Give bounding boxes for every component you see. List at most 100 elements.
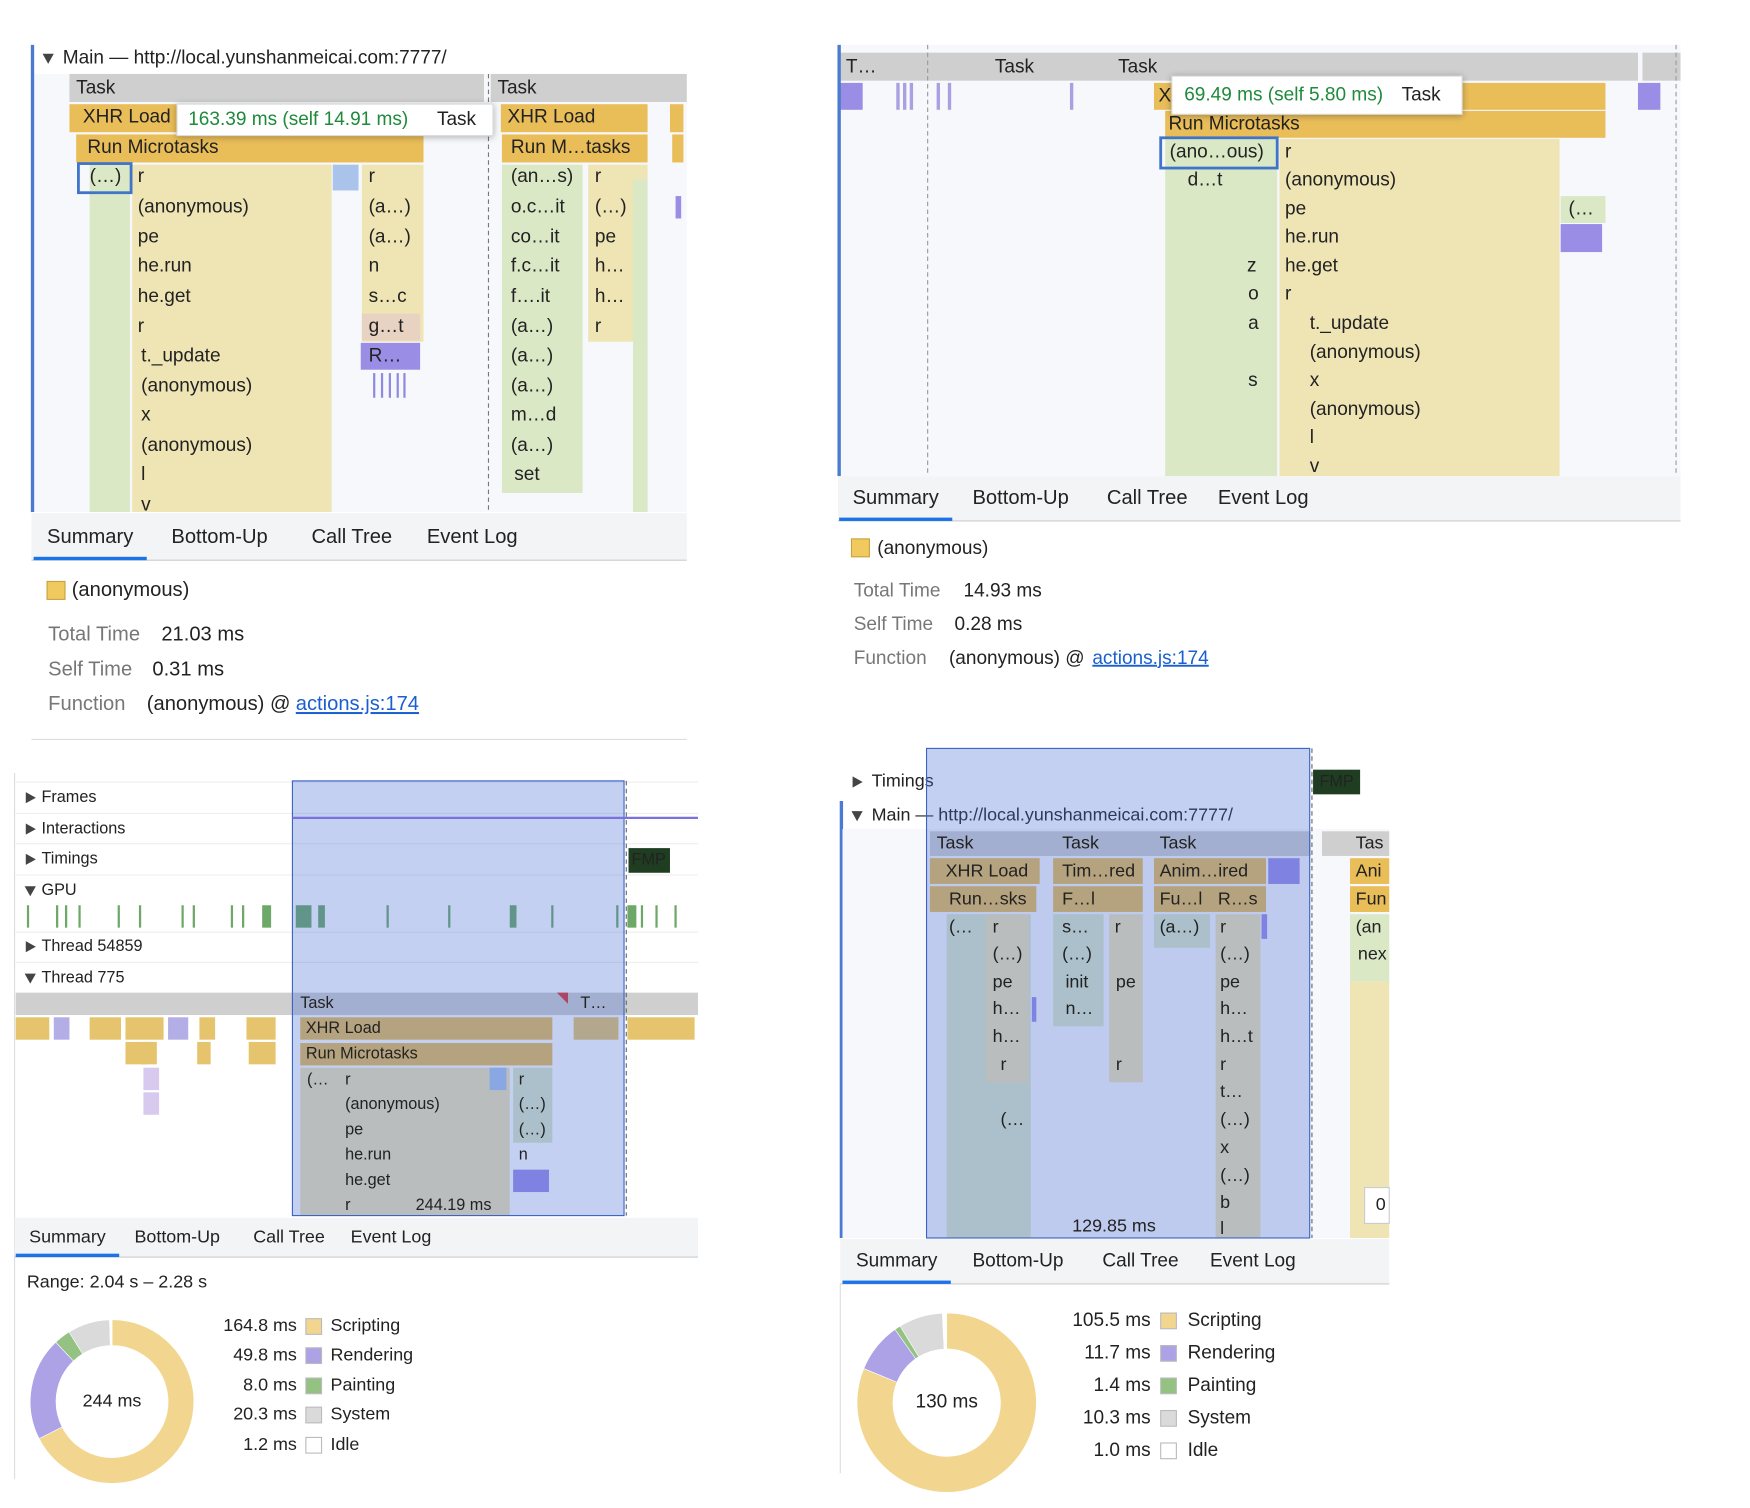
expand-arrow[interactable] [24,886,36,897]
flame-label: o.c…it [511,196,566,217]
track-label[interactable]: Interactions [41,819,125,837]
expand-arrow[interactable] [25,792,36,804]
tab[interactable]: Event Log [1218,487,1309,509]
flame-label: (anonymous) [141,376,252,397]
flame-label: Run Microtasks [1169,113,1300,134]
flame-label: b [1220,1192,1230,1212]
block [14,1217,698,1258]
block [76,134,424,163]
expand-arrow[interactable] [25,823,36,835]
block [675,196,682,219]
tab[interactable]: Event Log [1210,1251,1296,1272]
summary-key: Total Time [48,624,140,646]
track-label[interactable]: Timings [872,771,934,791]
tab[interactable]: Bottom-Up [171,526,267,548]
legend-swatch [305,1436,323,1454]
legend-value: 105.5 ms [1072,1310,1150,1331]
legend-label: Idle [331,1434,360,1454]
flame-label: (ano…ous) [1170,141,1264,162]
summary-key: Self Time [48,658,132,680]
flame-label: n… [1065,998,1093,1018]
legend-value: 1.4 ms [1093,1375,1150,1396]
expand-arrow[interactable] [25,853,36,865]
flame-label: (…) [595,196,627,217]
tab[interactable]: Call Tree [1107,487,1188,509]
tab[interactable]: Call Tree [311,526,392,548]
block [1560,224,1603,253]
legend-value: 164.8 ms [223,1315,297,1335]
block [627,905,637,928]
block [1642,52,1681,81]
block [380,373,384,398]
flame-label: (…) [1220,1165,1250,1185]
donut-segment [29,1341,74,1440]
expand-arrow[interactable] [24,973,36,984]
block [1350,858,1390,884]
block [403,373,406,398]
flame-label: v [1310,456,1320,477]
expand-arrow[interactable] [42,53,54,64]
block [501,164,583,493]
flame-label: f….it [511,286,551,307]
tab[interactable]: Summary [853,487,940,509]
flame-label: x [1220,1137,1229,1157]
block [53,1017,70,1040]
tab[interactable]: Call Tree [1102,1251,1178,1272]
flame-label: pe [595,227,616,248]
track-label[interactable]: Thread 775 [41,968,124,986]
flame-label: (a…) [511,345,553,366]
flame-label: h…t [1220,1026,1253,1046]
block [1268,858,1300,884]
expand-arrow[interactable] [851,811,863,822]
flame-label: h… [595,256,625,277]
fmp-badge: FMP [1319,772,1353,790]
block [1053,914,1104,1027]
flame-label: (a…) [1160,916,1200,936]
flame-label: r [595,316,602,337]
flame-label: 244.19 ms [416,1196,492,1214]
expand-arrow[interactable] [852,776,863,788]
flame-label: m…d [511,405,556,426]
block [143,1067,160,1091]
flame-label: (anonymous) [1310,342,1421,363]
flame-label: (…) [1062,943,1092,963]
block [300,1067,510,1216]
flame-label: XHR Load [508,107,596,128]
flame-label: r [519,1070,525,1088]
legend-swatch [305,1347,323,1365]
flame-label: (a…) [511,376,553,397]
track-label[interactable]: Thread 54859 [41,937,142,955]
block [513,1067,553,1143]
block [929,858,1040,884]
track-label[interactable]: Frames [41,788,96,806]
track-label[interactable]: Timings [41,850,97,868]
flame-label: Fun [1356,888,1387,908]
tab[interactable]: Bottom-Up [972,487,1068,509]
tab-underline [839,517,953,521]
legend-value: 20.3 ms [233,1404,297,1424]
tab[interactable]: Summary [47,526,134,548]
track-label[interactable]: Main — http://local.yunshanmeicai.com:77… [872,804,1233,824]
expand-arrow[interactable] [25,941,36,953]
flame-label: he.run [1285,227,1339,248]
tab[interactable]: Event Log [427,526,518,548]
tab[interactable]: Summary [856,1251,938,1272]
block [1637,82,1661,110]
tab-underline [33,556,147,561]
tab[interactable]: Bottom-Up [134,1227,220,1247]
legend-label: Scripting [331,1315,401,1335]
selection-box [77,162,133,195]
tab[interactable]: Bottom-Up [972,1251,1063,1272]
track-label[interactable]: GPU [41,881,76,899]
source-link[interactable]: actions.js:174 [1092,648,1209,669]
summary-value: 0.28 ms [955,614,1023,635]
legend-swatch [1160,1409,1177,1427]
source-link[interactable]: actions.js:174 [296,693,419,715]
block [396,373,399,398]
tab[interactable]: Event Log [351,1227,432,1247]
tab[interactable]: Call Tree [253,1227,325,1247]
flame-label: r [1115,916,1121,936]
tab[interactable]: Summary [29,1227,106,1247]
block [192,905,195,928]
